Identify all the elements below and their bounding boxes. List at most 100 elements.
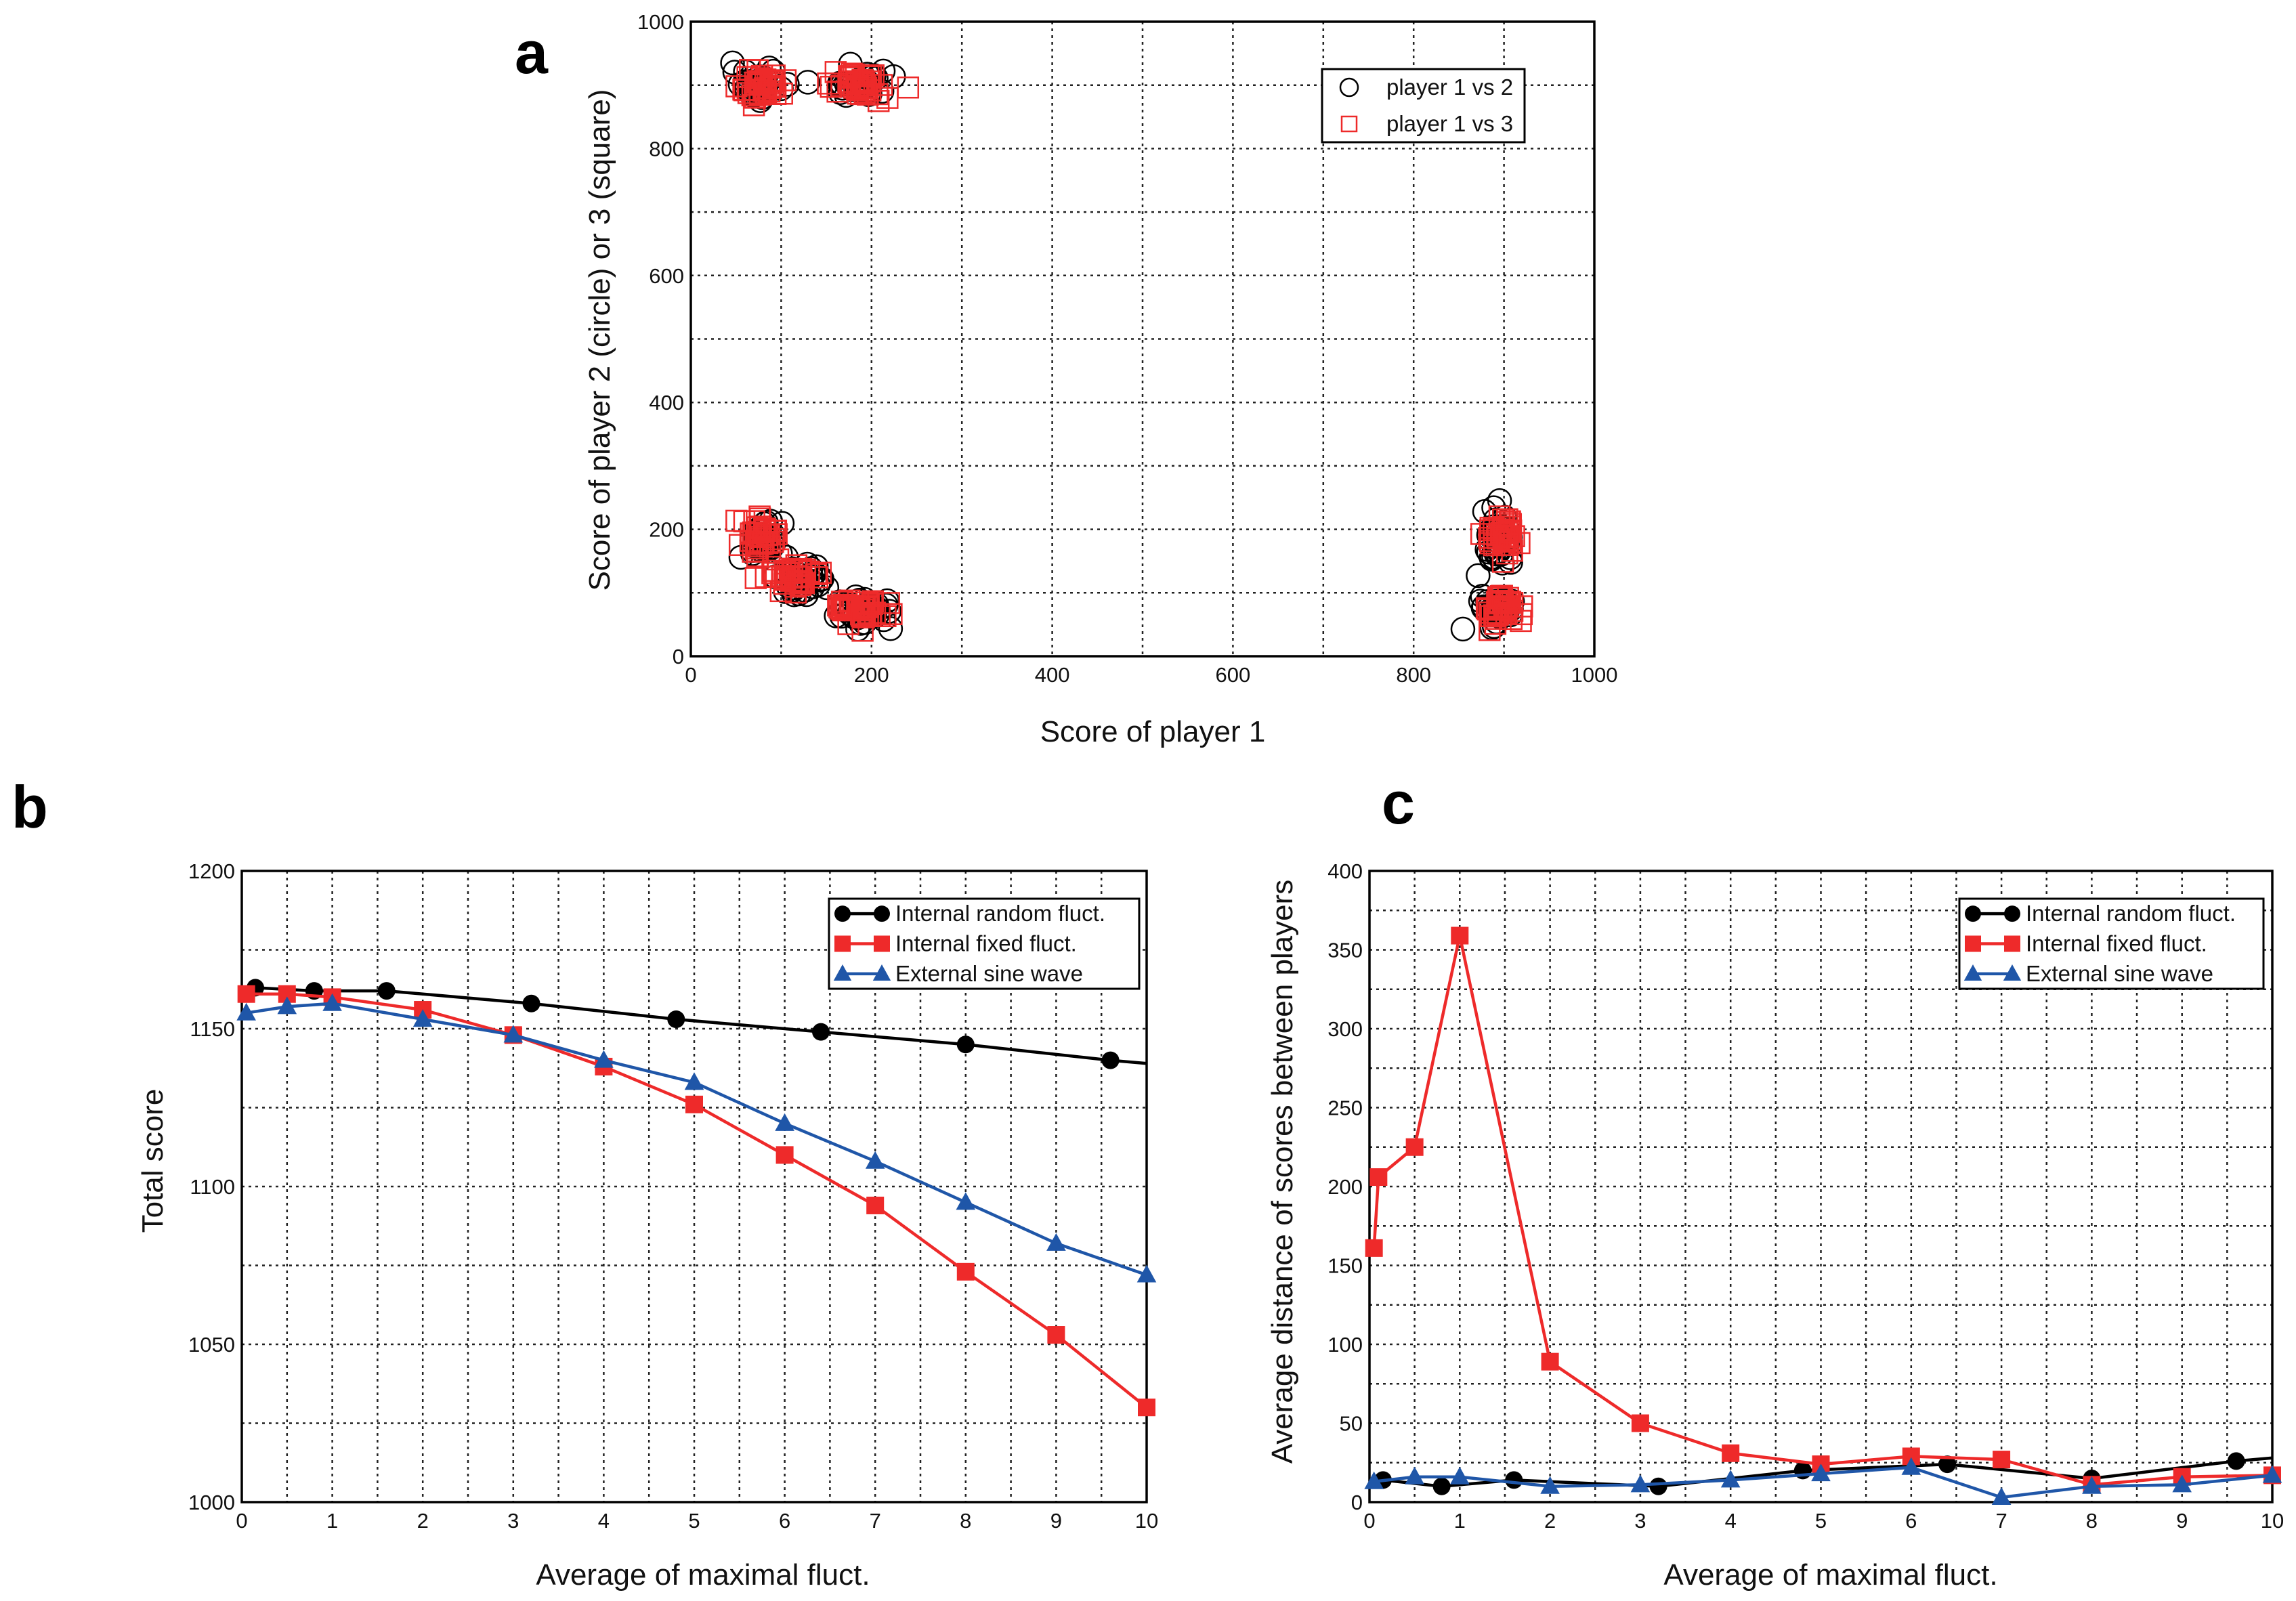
x-tick-label: 200 — [854, 663, 889, 687]
x-tick-label: 9 — [2176, 1509, 2188, 1533]
y-tick-label: 1100 — [190, 1175, 235, 1199]
series-triangle — [1364, 1457, 2282, 1506]
x-tick-label: 1 — [326, 1509, 338, 1533]
data-point — [277, 996, 297, 1015]
panel-label-c: c — [1382, 769, 1415, 836]
data-point — [753, 517, 775, 540]
y-tick-label: 800 — [649, 137, 684, 161]
panel-label-a: a — [515, 19, 549, 86]
data-point — [1365, 1239, 1383, 1257]
data-point — [1488, 587, 1510, 610]
series-line — [1374, 1466, 2273, 1499]
data-point — [956, 1262, 975, 1281]
x-tick-label: 2 — [1544, 1509, 1556, 1533]
x-axis-label: Average of maximal fluct. — [536, 1558, 870, 1592]
x-tick-label: 0 — [1363, 1509, 1375, 1533]
y-tick-label: 1200 — [188, 859, 235, 883]
data-point — [775, 1113, 794, 1131]
data-point — [594, 1050, 614, 1068]
data-point — [1466, 563, 1491, 589]
data-point — [843, 63, 865, 86]
x-tick-label: 8 — [2086, 1509, 2098, 1533]
legend-marker — [1963, 964, 1982, 981]
y-axis-label: Average distance of scores between playe… — [1266, 880, 1299, 1464]
x-axis-label: Score of player 1 — [1040, 715, 1266, 748]
x-tick-label: 8 — [960, 1509, 971, 1533]
y-tick-label: 0 — [1351, 1491, 1363, 1514]
data-point — [1541, 1352, 1559, 1371]
y-tick-label: 50 — [1340, 1412, 1363, 1436]
data-point — [1540, 1476, 1560, 1494]
data-point — [812, 1023, 830, 1041]
data-point — [1496, 525, 1519, 547]
data-point — [1046, 1233, 1066, 1251]
y-tick-label: 250 — [1327, 1096, 1363, 1120]
data-point — [865, 1151, 885, 1169]
y-tick-label: 0 — [673, 645, 684, 668]
data-point — [762, 559, 784, 582]
data-point — [1047, 1326, 1065, 1344]
x-tick-label: 7 — [870, 1509, 881, 1533]
data-point — [956, 1036, 975, 1054]
data-point — [1722, 1444, 1740, 1462]
legend-marker — [834, 935, 851, 952]
data-point — [862, 590, 885, 613]
legend-marker — [874, 935, 890, 952]
data-point — [746, 516, 769, 538]
x-tick-label: 400 — [1035, 663, 1070, 687]
x-tick-label: 6 — [779, 1509, 790, 1533]
data-point — [1630, 1474, 1651, 1493]
data-point — [1991, 1487, 2012, 1506]
data-point — [322, 993, 342, 1011]
x-tick-label: 3 — [507, 1509, 519, 1533]
data-point — [1138, 1399, 1155, 1417]
data-point — [870, 74, 893, 96]
data-point — [847, 591, 870, 614]
data-point — [720, 50, 745, 76]
data-point — [522, 994, 540, 1012]
panel-b: 0 1 2 3 4 5 6 7 8 9 10 1000 1050 1100 1150 1200 Average … — [136, 859, 1158, 1592]
legend-label: player 1 vs 3 — [1386, 111, 1513, 136]
x-axis-label: Average of maximal fluct. — [1663, 1558, 1997, 1592]
data-point — [897, 76, 920, 99]
data-point — [1450, 1466, 1470, 1485]
data-point — [1649, 1477, 1667, 1495]
x-tick-label: 5 — [1815, 1509, 1827, 1533]
y-tick-label: 400 — [649, 391, 684, 414]
x-tick-label: 1000 — [1571, 663, 1618, 687]
y-tick-label: 150 — [1327, 1254, 1363, 1278]
data-point — [956, 1192, 976, 1210]
series-triangle — [236, 993, 1157, 1283]
data-point — [789, 574, 812, 597]
data-point — [773, 565, 796, 587]
data-point — [1720, 1470, 1741, 1488]
x-tick-label: 2 — [417, 1509, 429, 1533]
x-tick-label: 4 — [598, 1509, 610, 1533]
panel-a: 0 200 400 600 800 1000 0 200 400 600 800 1000 Score … — [583, 10, 1617, 748]
data-point — [806, 566, 829, 589]
y-tick-label: 200 — [649, 518, 684, 542]
legend-marker — [834, 905, 851, 922]
legend-marker — [874, 905, 890, 922]
data-point — [817, 72, 839, 95]
x-tick-label: 7 — [1995, 1509, 2007, 1533]
series-square — [1365, 926, 2281, 1494]
legend-label: External sine wave — [2026, 961, 2213, 986]
x-tick-label: 0 — [685, 663, 696, 687]
plot-frame — [1368, 870, 2274, 1503]
legend-label: Internal fixed fluct. — [895, 931, 1077, 956]
plot-frame — [689, 20, 1596, 658]
x-tick-label: 1 — [1454, 1509, 1466, 1533]
data-point — [2082, 1476, 2102, 1494]
data-point — [503, 1025, 524, 1043]
y-tick-label: 600 — [649, 264, 684, 288]
data-point — [1811, 1464, 1831, 1482]
x-tick-label: 600 — [1216, 663, 1251, 687]
data-point — [1491, 551, 1514, 573]
data-point — [760, 72, 783, 95]
data-point — [1479, 517, 1502, 539]
legend-marker — [872, 964, 891, 981]
data-point — [2262, 1465, 2282, 1483]
data-point — [1487, 598, 1510, 621]
